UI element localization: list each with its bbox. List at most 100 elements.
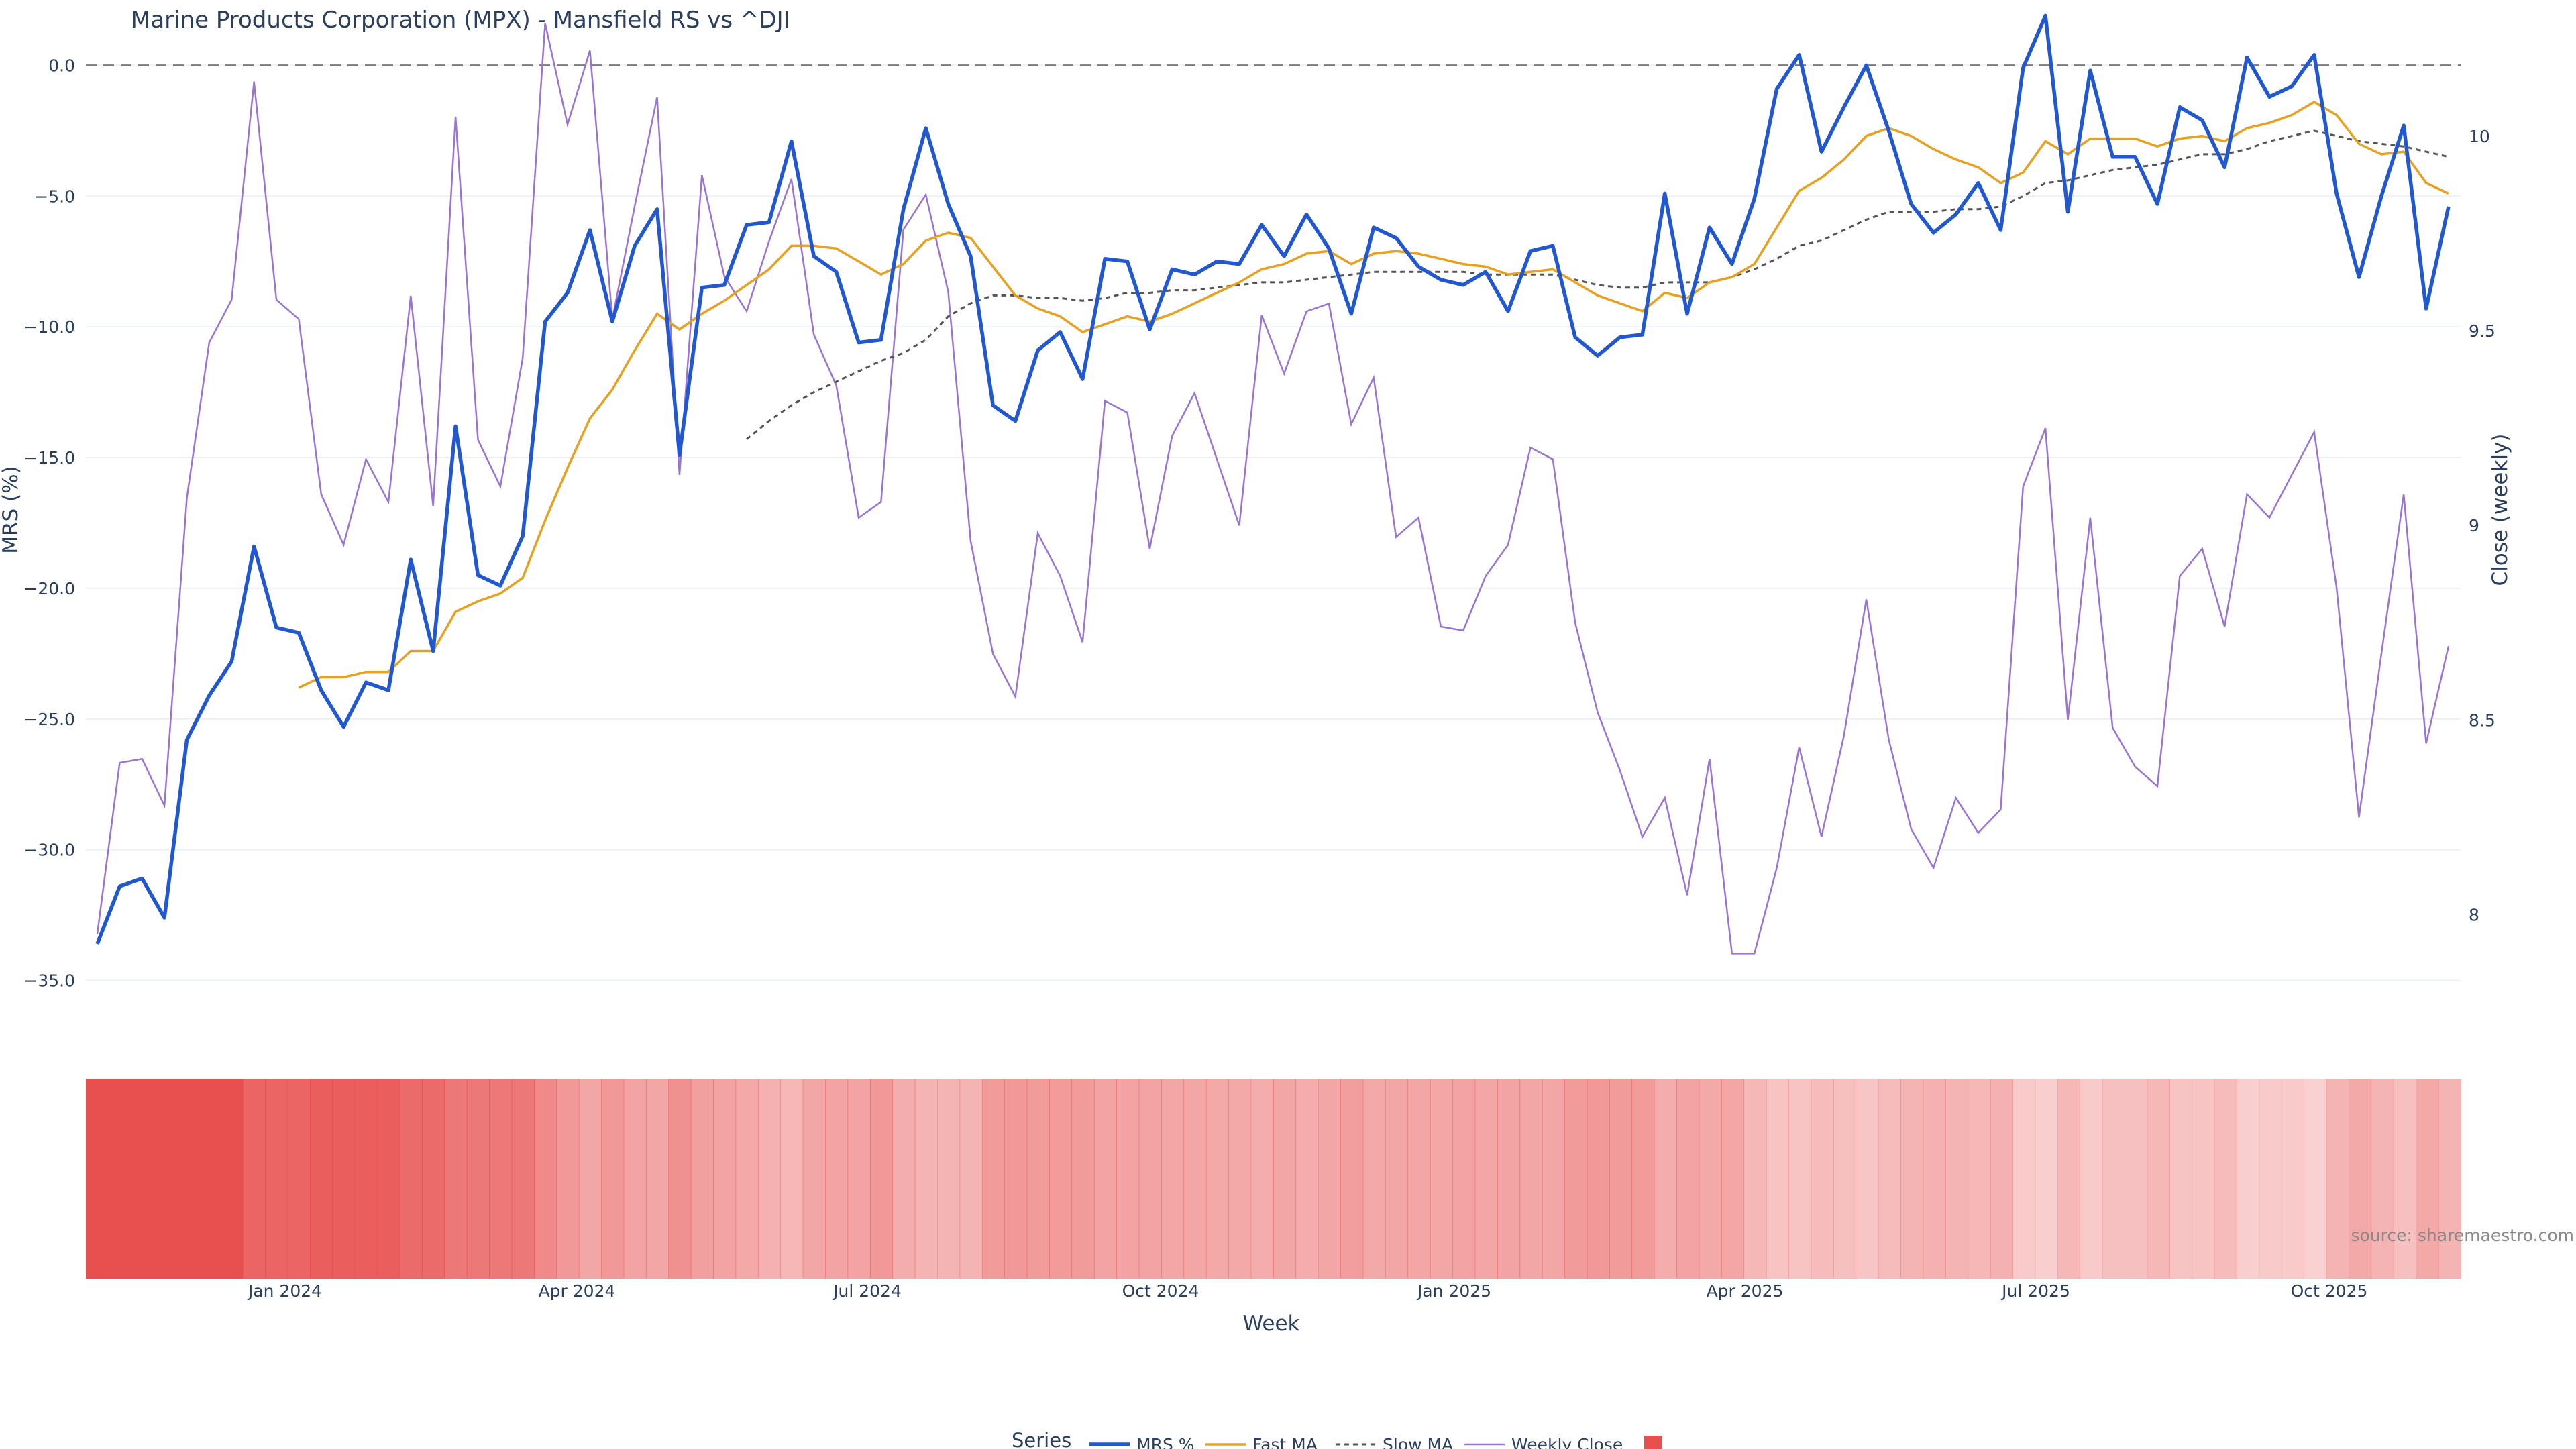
- strip-cell: [1631, 1079, 1655, 1279]
- legend-strip-swatch: [1644, 1436, 1662, 1449]
- strip-cell: [869, 1079, 894, 1279]
- strip-cell: [2438, 1079, 2461, 1279]
- y-left-tick-label: −5.0: [34, 186, 75, 206]
- legend: Series MRS % Fast MA Slow MA Weekly Close: [1012, 1429, 1662, 1449]
- strip-cell: [1676, 1079, 1700, 1279]
- strip-cell: [1250, 1079, 1274, 1279]
- strip-cell: [153, 1079, 176, 1279]
- strip-cell: [1766, 1079, 1789, 1279]
- y-right-tick-label: 8.5: [2469, 710, 2496, 730]
- strip-cell: [914, 1079, 938, 1279]
- strip-cell: [1340, 1079, 1364, 1279]
- strip-cell: [332, 1079, 356, 1279]
- strip-cell: [175, 1079, 199, 1279]
- strip-cell: [1474, 1079, 1498, 1279]
- strip-cell: [2281, 1079, 2305, 1279]
- strip-cell: [578, 1079, 602, 1279]
- strip-cell: [1430, 1079, 1453, 1279]
- strip-cell: [1833, 1079, 1857, 1279]
- strip-cell: [309, 1079, 333, 1279]
- legend-title: Series: [1012, 1429, 1071, 1449]
- strip-cell: [959, 1079, 983, 1279]
- strip-cell: [444, 1079, 468, 1279]
- strip-cell: [533, 1079, 557, 1279]
- strip-cell: [511, 1079, 535, 1279]
- y-left-tick-label: −20.0: [23, 579, 75, 598]
- strip-cell: [2102, 1079, 2125, 1279]
- strip-cell: [2349, 1079, 2372, 1279]
- strip-cell: [892, 1079, 916, 1279]
- gridlines: [86, 64, 2461, 981]
- strip-cell: [1071, 1079, 1095, 1279]
- strength-heat-strip: [86, 1079, 2461, 1279]
- strip-cell: [981, 1079, 1006, 1279]
- x-tick-label: Jan 2025: [1416, 1281, 1491, 1301]
- strip-cell: [757, 1079, 782, 1279]
- strip-cell: [1138, 1079, 1162, 1279]
- strip-cell: [287, 1079, 311, 1279]
- strip-cell: [1497, 1079, 1521, 1279]
- strip-cell: [713, 1079, 737, 1279]
- x-tick-label: Oct 2025: [2291, 1281, 2368, 1301]
- chart-title: Marine Products Corporation (MPX) - Mans…: [131, 7, 790, 34]
- strip-cell: [1205, 1079, 1230, 1279]
- x-tick-label: Apr 2025: [1707, 1281, 1784, 1301]
- x-tick-label: Jul 2024: [832, 1281, 902, 1301]
- strip-cell: [556, 1079, 580, 1279]
- strip-cell: [2371, 1079, 2394, 1279]
- y-right-tick-label: 9.5: [2469, 321, 2496, 341]
- strip-cell: [1407, 1079, 1431, 1279]
- strip-cell: [1945, 1079, 1969, 1279]
- strip-cell: [130, 1079, 154, 1279]
- strip-cell: [2125, 1079, 2148, 1279]
- strip-cell: [2393, 1079, 2417, 1279]
- y-left-tick-label: −25.0: [23, 710, 75, 729]
- strip-cell: [354, 1079, 378, 1279]
- strip-cell: [2304, 1079, 2327, 1279]
- series-slow-ma-line: [746, 129, 2449, 440]
- strip-cell: [1743, 1079, 1767, 1279]
- legend-label: Slow MA: [1383, 1435, 1453, 1449]
- strip-cell: [2259, 1079, 2282, 1279]
- strip-cell: [1900, 1079, 1924, 1279]
- x-tick-label: Oct 2024: [1122, 1281, 1199, 1301]
- strip-cell: [1968, 1079, 1991, 1279]
- strip-cell: [242, 1079, 266, 1279]
- y-left-ticks: 0.0 −5.0 −10.0 −15.0 −20.0 −25.0 −30.0 −35.0: [23, 56, 75, 990]
- strip-cell: [489, 1079, 513, 1279]
- strip-cell: [1542, 1079, 1565, 1279]
- strip-cell: [399, 1079, 423, 1279]
- strip-cell: [1856, 1079, 1879, 1279]
- x-tick-label: Jan 2024: [247, 1281, 322, 1301]
- x-axis-ticks: Jan 2024 Apr 2024 Jul 2024 Oct 2024 Jan 2025…: [247, 1281, 2367, 1301]
- y-left-tick-label: −15.0: [23, 448, 75, 468]
- strip-cell: [1609, 1079, 1633, 1279]
- strip-cell: [1452, 1079, 1476, 1279]
- y-right-tick-label: 9: [2469, 516, 2479, 535]
- strip-cell: [2012, 1079, 2036, 1279]
- strip-cell: [1026, 1079, 1050, 1279]
- strip-cell: [2147, 1079, 2170, 1279]
- x-tick-label: Jul 2025: [2000, 1281, 2070, 1301]
- strip-cell: [1699, 1079, 1722, 1279]
- strip-cell: [2326, 1079, 2349, 1279]
- strip-cell: [1385, 1079, 1409, 1279]
- strip-cell: [86, 1079, 109, 1279]
- series-fast-ma-line: [298, 100, 2449, 689]
- strip-cell: [1093, 1079, 1118, 1279]
- y-left-tick-label: −30.0: [23, 841, 75, 860]
- y-right-axis-title: Close (weekly): [2488, 434, 2512, 586]
- strip-cell: [802, 1079, 826, 1279]
- strip-cell: [1161, 1079, 1185, 1279]
- series-weekly-close-line: [96, 23, 2450, 955]
- strip-cell: [2169, 1079, 2193, 1279]
- strip-cell: [1654, 1079, 1677, 1279]
- strip-cell: [1116, 1079, 1140, 1279]
- strip-cell: [645, 1079, 669, 1279]
- strip-cell: [1273, 1079, 1297, 1279]
- strip-cell: [421, 1079, 445, 1279]
- strip-cell: [601, 1079, 625, 1279]
- y-right-tick-label: 8: [2469, 905, 2479, 924]
- strip-cell: [2080, 1079, 2103, 1279]
